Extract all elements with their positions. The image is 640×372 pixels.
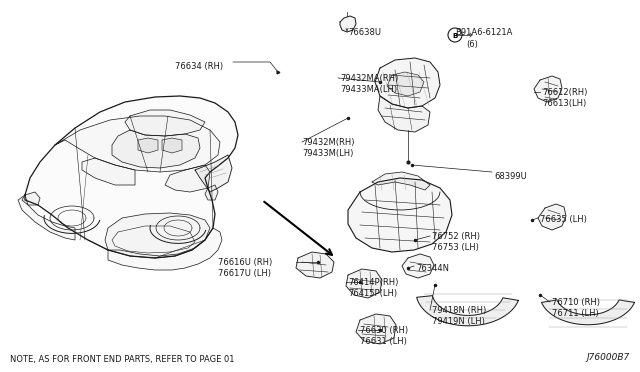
- Text: B: B: [452, 33, 458, 39]
- Polygon shape: [375, 58, 440, 108]
- Text: 79418N (RH): 79418N (RH): [432, 306, 486, 315]
- Polygon shape: [138, 138, 158, 153]
- Text: 76752 (RH): 76752 (RH): [432, 232, 480, 241]
- Text: 76753 (LH): 76753 (LH): [432, 243, 479, 252]
- Text: 76612(RH): 76612(RH): [542, 88, 588, 97]
- Polygon shape: [25, 96, 238, 258]
- Polygon shape: [18, 195, 75, 240]
- Polygon shape: [541, 300, 634, 325]
- Text: 76710 (RH): 76710 (RH): [552, 298, 600, 307]
- Text: B91A6-6121A: B91A6-6121A: [455, 28, 513, 37]
- Text: 76415P(LH): 76415P(LH): [348, 289, 397, 298]
- Polygon shape: [387, 72, 424, 96]
- Text: 76635 (LH): 76635 (LH): [540, 215, 587, 224]
- Polygon shape: [534, 76, 562, 102]
- Polygon shape: [165, 165, 210, 192]
- Polygon shape: [340, 16, 356, 32]
- Text: 76617U (LH): 76617U (LH): [218, 269, 271, 278]
- Polygon shape: [346, 269, 382, 298]
- Text: NOTE, AS FOR FRONT END PARTS, REFER TO PAGE 01: NOTE, AS FOR FRONT END PARTS, REFER TO P…: [10, 355, 234, 364]
- Polygon shape: [402, 254, 434, 278]
- Text: 76344N: 76344N: [416, 264, 449, 273]
- Polygon shape: [105, 213, 210, 258]
- Text: (6): (6): [466, 40, 478, 49]
- Polygon shape: [372, 172, 430, 190]
- Text: 76613(LH): 76613(LH): [542, 99, 586, 108]
- Text: 76631 (LH): 76631 (LH): [360, 337, 407, 346]
- Text: 76414P(RH): 76414P(RH): [348, 278, 398, 287]
- Polygon shape: [417, 296, 518, 326]
- Polygon shape: [22, 192, 40, 205]
- Text: 79432M(RH): 79432M(RH): [302, 138, 355, 147]
- Text: 76711 (LH): 76711 (LH): [552, 309, 599, 318]
- Polygon shape: [378, 96, 430, 132]
- Polygon shape: [348, 178, 452, 252]
- Polygon shape: [356, 314, 396, 344]
- Text: 79432MA(RH): 79432MA(RH): [340, 74, 398, 83]
- Text: 76638U: 76638U: [348, 28, 381, 37]
- Polygon shape: [205, 185, 218, 200]
- Text: J76000B7: J76000B7: [587, 353, 630, 362]
- Polygon shape: [108, 228, 222, 270]
- Text: 68399U: 68399U: [494, 172, 527, 181]
- Polygon shape: [195, 155, 232, 192]
- Polygon shape: [82, 158, 135, 185]
- Polygon shape: [296, 252, 334, 278]
- Polygon shape: [162, 138, 182, 153]
- Polygon shape: [112, 130, 200, 168]
- Polygon shape: [538, 204, 566, 230]
- Text: 79419N (LH): 79419N (LH): [432, 317, 485, 326]
- Text: 76616U (RH): 76616U (RH): [218, 258, 272, 267]
- Text: 79433M(LH): 79433M(LH): [302, 149, 353, 158]
- Text: 76634 (RH): 76634 (RH): [175, 62, 223, 71]
- Text: 76630 (RH): 76630 (RH): [360, 326, 408, 335]
- Polygon shape: [55, 116, 220, 172]
- Polygon shape: [125, 110, 205, 136]
- Text: 79433MA(LH): 79433MA(LH): [340, 85, 397, 94]
